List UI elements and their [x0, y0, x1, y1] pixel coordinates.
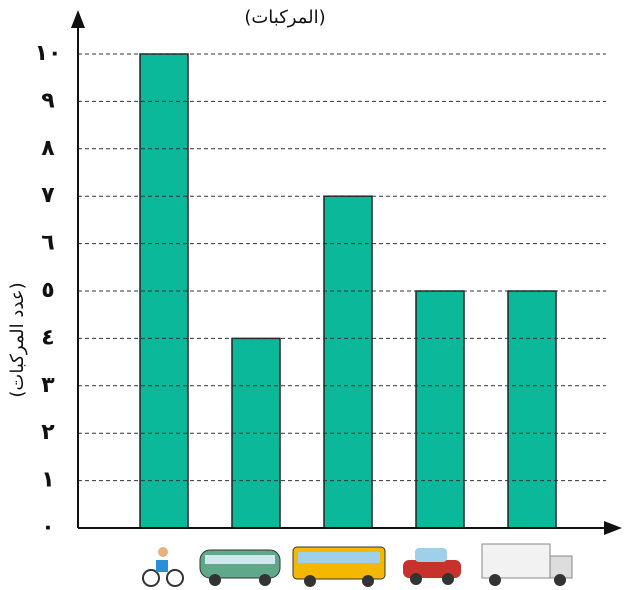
y-tick-label: ٧ [41, 183, 55, 208]
chart-title: (المركبات) [244, 7, 325, 28]
bar [507, 290, 557, 529]
y-axis-arrow [71, 10, 85, 28]
y-axis-label: (عدد المركبات) [7, 282, 28, 397]
y-tick-label: ٣ [41, 373, 55, 398]
y-tick-label: ٤ [41, 325, 54, 350]
car-icon [403, 548, 461, 585]
y-tick-label: ٨ [41, 136, 55, 161]
bar [415, 290, 465, 529]
y-tick-label: ٩ [41, 88, 54, 113]
van-icon [199, 549, 281, 586]
y-tick-label: ١ [41, 468, 54, 493]
category-icons [142, 543, 573, 587]
bar [323, 195, 373, 529]
truck-icon [481, 543, 573, 586]
y-tick-label: ٠ [41, 515, 54, 540]
bus-icon [292, 546, 386, 587]
y-tick-label: ٢ [41, 420, 55, 445]
x-axis-arrow [604, 521, 622, 535]
y-tick-label: ١٠ [35, 41, 62, 66]
y-tick-label: ٥ [41, 278, 54, 303]
bicycle-icon [142, 547, 184, 587]
y-tick-label: ٦ [41, 231, 54, 256]
